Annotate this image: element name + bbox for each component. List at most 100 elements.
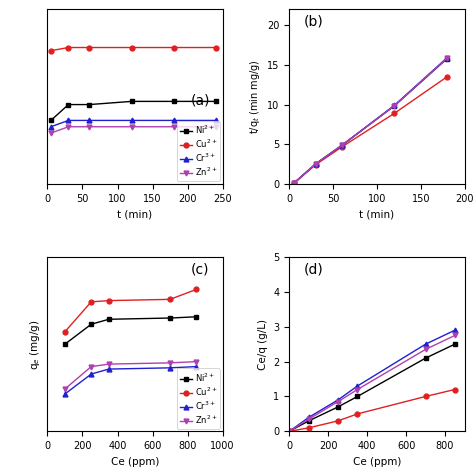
Line: Zn$^{2+}$: Zn$^{2+}$ [48, 124, 218, 136]
Cu$^{2+}$ [213, 45, 219, 50]
Ni$^{2+}$ [286, 428, 292, 434]
Cr$^{3+}$ [213, 118, 219, 123]
Zn$^{2+}$ [355, 387, 360, 392]
Cr$^{3+}$ [65, 118, 71, 123]
Cu$^{2+}$ [444, 74, 450, 80]
Ni$^{2+}$ [313, 161, 319, 167]
Cu$^{2+}$ [423, 393, 428, 399]
Cr$^{3+}$ [87, 118, 92, 123]
Zn$^{2+}$ [452, 333, 457, 338]
Cu$^{2+}$ [62, 329, 68, 335]
Line: Ni$^{2+}$: Ni$^{2+}$ [48, 99, 218, 123]
Cr$^{3+}$ [291, 181, 296, 186]
Zn$^{2+}$ [48, 130, 54, 136]
Line: Cu$^{2+}$: Cu$^{2+}$ [287, 387, 457, 434]
Line: Cu$^{2+}$: Cu$^{2+}$ [291, 74, 449, 186]
X-axis label: Ce (ppm): Ce (ppm) [111, 456, 159, 466]
Ni$^{2+}$ [62, 341, 68, 347]
Zn$^{2+}$ [306, 416, 311, 422]
Cr$^{3+}$ [392, 102, 397, 108]
X-axis label: Ce (ppm): Ce (ppm) [353, 456, 401, 466]
Cr$^{3+}$ [423, 341, 428, 347]
Line: Zn$^{2+}$: Zn$^{2+}$ [63, 359, 199, 392]
Y-axis label: Ce/q (g/L): Ce/q (g/L) [258, 319, 268, 370]
Text: (c): (c) [191, 262, 210, 276]
Zn$^{2+}$ [128, 124, 134, 129]
Ni$^{2+}$ [171, 99, 176, 104]
Cu$^{2+}$ [128, 45, 134, 50]
Cu$^{2+}$ [339, 144, 345, 150]
Text: (a): (a) [191, 93, 210, 107]
Zn$^{2+}$ [167, 360, 173, 366]
Ni$^{2+}$ [106, 317, 111, 322]
Line: Cr$^{3+}$: Cr$^{3+}$ [287, 328, 457, 434]
Cu$^{2+}$ [106, 298, 111, 303]
Zn$^{2+}$ [87, 124, 92, 129]
Zn$^{2+}$ [106, 361, 111, 367]
Cu$^{2+}$ [48, 48, 54, 54]
Cu$^{2+}$ [87, 45, 92, 50]
Ni$^{2+}$ [193, 314, 199, 319]
Line: Zn$^{2+}$: Zn$^{2+}$ [291, 56, 449, 186]
Cr$^{3+}$ [335, 397, 341, 403]
Line: Ni$^{2+}$: Ni$^{2+}$ [291, 56, 449, 186]
Text: (b): (b) [303, 15, 323, 29]
Cu$^{2+}$ [167, 297, 173, 302]
Cu$^{2+}$ [452, 387, 457, 392]
Cr$^{3+}$ [339, 143, 345, 148]
Cr$^{3+}$ [48, 124, 54, 129]
Line: Cr$^{3+}$: Cr$^{3+}$ [48, 118, 218, 129]
X-axis label: t (min): t (min) [359, 209, 394, 219]
Zn$^{2+}$ [62, 386, 68, 392]
Line: Cu$^{2+}$: Cu$^{2+}$ [63, 287, 199, 334]
Ni$^{2+}$ [213, 99, 219, 104]
Cu$^{2+}$ [306, 425, 311, 431]
Cr$^{3+}$ [128, 118, 134, 123]
Ni$^{2+}$ [444, 56, 450, 62]
Cu$^{2+}$ [171, 45, 176, 50]
Line: Cr$^{3+}$: Cr$^{3+}$ [291, 55, 449, 186]
Ni$^{2+}$ [128, 99, 134, 104]
Cr$^{3+}$ [167, 365, 173, 371]
Cu$^{2+}$ [286, 428, 292, 434]
Ni$^{2+}$ [339, 143, 345, 148]
Ni$^{2+}$ [88, 321, 94, 327]
Line: Ni$^{2+}$: Ni$^{2+}$ [287, 342, 457, 434]
Cu$^{2+}$ [88, 299, 94, 305]
Zn$^{2+}$ [286, 428, 292, 434]
Legend: Ni$^{2+}$, Cu$^{2+}$, Cr$^{3+}$, Zn$^{2+}$: Ni$^{2+}$, Cu$^{2+}$, Cr$^{3+}$, Zn$^{2+… [177, 121, 220, 181]
Zn$^{2+}$ [213, 124, 219, 129]
Legend: Ni$^{2+}$, Cu$^{2+}$, Cr$^{3+}$, Zn$^{2+}$: Ni$^{2+}$, Cu$^{2+}$, Cr$^{3+}$, Zn$^{2+… [177, 368, 220, 429]
Line: Zn$^{2+}$: Zn$^{2+}$ [287, 333, 457, 434]
Cr$^{3+}$ [355, 383, 360, 389]
Ni$^{2+}$ [392, 103, 397, 109]
Zn$^{2+}$ [313, 161, 319, 167]
Zn$^{2+}$ [65, 124, 71, 129]
Cr$^{3+}$ [286, 428, 292, 434]
Zn$^{2+}$ [88, 364, 94, 369]
Ni$^{2+}$ [306, 418, 311, 424]
Y-axis label: q$_e$ (mg/g): q$_e$ (mg/g) [28, 319, 42, 370]
Cu$^{2+}$ [392, 110, 397, 116]
Zn$^{2+}$ [171, 124, 176, 129]
Cr$^{3+}$ [193, 364, 199, 369]
Cu$^{2+}$ [193, 287, 199, 292]
Cu$^{2+}$ [335, 418, 341, 424]
Line: Cu$^{2+}$: Cu$^{2+}$ [48, 45, 218, 53]
Zn$^{2+}$ [291, 181, 296, 186]
Zn$^{2+}$ [423, 346, 428, 352]
Cr$^{3+}$ [106, 366, 111, 372]
Cr$^{3+}$ [452, 328, 457, 333]
Ni$^{2+}$ [48, 118, 54, 123]
Cu$^{2+}$ [355, 411, 360, 417]
Ni$^{2+}$ [87, 102, 92, 108]
Ni$^{2+}$ [291, 181, 296, 186]
Zn$^{2+}$ [444, 55, 450, 61]
Ni$^{2+}$ [335, 404, 341, 410]
Cr$^{3+}$ [171, 118, 176, 123]
Ni$^{2+}$ [452, 341, 457, 347]
Cr$^{3+}$ [62, 391, 68, 397]
Ni$^{2+}$ [355, 393, 360, 399]
Cr$^{3+}$ [444, 55, 450, 61]
Zn$^{2+}$ [339, 143, 345, 148]
